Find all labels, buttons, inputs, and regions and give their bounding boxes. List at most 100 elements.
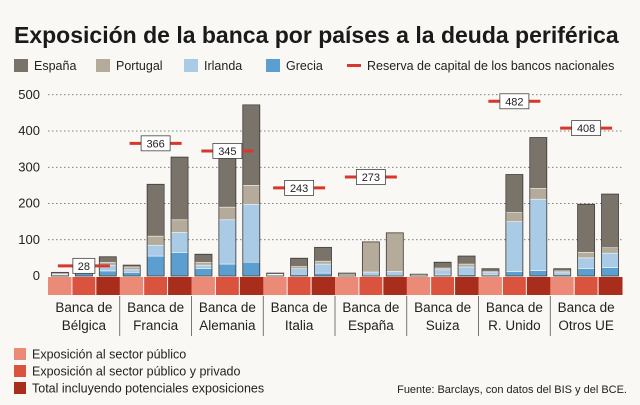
bar-segment-españa [457,255,476,265]
exposure-strip-cell [335,277,360,295]
bar-segment-españa [314,247,332,262]
bar-segment-portugal [386,232,404,272]
bar-segment-portugal [553,270,571,273]
legend-label: Exposición al sector público [32,348,186,362]
exposure-strip-cell [382,277,408,295]
bar-outline [361,241,380,277]
bar-segment-españa [242,104,261,186]
exposure-strip-cell [454,277,479,295]
reserve-label: 243 [290,183,308,195]
exposure-strip-cell [478,277,503,295]
bar-segment-irlanda [314,263,332,274]
bar-outline [242,104,261,277]
bar-segment-irlanda [194,264,213,269]
legend-swatch [14,365,26,377]
bar-segment-portugal [457,263,476,268]
exposure-strip-cell [191,277,216,295]
bar-segment-grecia [218,263,237,277]
exposure-strip-cell [215,277,240,295]
bar-segment-irlanda [242,203,261,263]
exposure-strip-cell [48,277,73,295]
bar-segment-irlanda [577,257,595,269]
exposure-strip-cell [95,277,121,295]
bar-outline [338,272,356,277]
reserve-label: 482 [505,96,523,108]
bar-outline [314,246,332,277]
bar-segment-irlanda [362,271,380,276]
legend-swatch [266,59,280,72]
exposure-strip-cell [574,277,599,295]
chart-title: Exposición de la banca por países a la d… [14,22,619,48]
category-label: Banca de [55,300,112,315]
exposure-strip-cell [598,277,623,295]
legend-label: España [34,59,76,73]
reserve-label: 408 [577,123,595,135]
bar-segment-grecia [529,270,548,277]
category-label: Francia [133,318,179,333]
source-note: Fuente: Barclays, con datos del BIS y de… [397,384,627,396]
bar-segment-grecia [577,268,595,277]
bar-segment-portugal [146,235,165,246]
exposure-strip-cell [430,277,456,295]
bar-outline [553,268,572,277]
bar-segment-españa [146,184,165,237]
bar-outline [266,272,285,277]
reserve-label-box [499,93,530,110]
legend-label: Portugal [116,59,163,73]
bar-outline [409,273,428,277]
bar-segment-irlanda [481,272,500,276]
bar-segment-españa [481,268,500,272]
exposure-strip-cell [239,277,264,295]
reserve-markers: 28 366 345 243 273 482 408 [57,93,613,274]
reserve-label-box [212,143,243,159]
bar-segment-irlanda [122,269,141,273]
legend-swatch [14,348,26,360]
bar-segment-portugal [577,252,595,259]
reserve-label: 273 [362,172,380,184]
bar-outline [457,255,476,277]
bar-segment-portugal [433,267,452,271]
exposure-strip-cell [502,277,527,295]
reserve-label: 345 [218,146,236,158]
y-tick-label: 500 [18,87,40,102]
category-label: Banca de [486,300,543,315]
exposure-strip-cell [167,277,192,295]
bar-segment-irlanda [457,266,476,275]
bar-segment-españa [433,261,452,269]
exposure-strip-cell [311,277,336,295]
bar-segment-irlanda [601,252,619,268]
bar-segment-irlanda [505,221,524,272]
exposure-strip-cell [263,277,288,295]
reserve-label-box [140,135,171,152]
bar-outline [290,257,309,277]
bar-segment-grecia [505,271,524,277]
reserve-label-box [571,120,602,136]
legend-label: Exposición al sector público y privado [32,365,240,379]
bar-outline [529,137,548,277]
bar-segment-grecia [99,270,117,277]
bar-segment-españa [218,157,237,208]
bar-outline [170,156,189,277]
bar-segment-españa [529,137,548,189]
bar-outline [601,193,619,277]
category-label: Banca de [199,300,256,315]
reserve-label: 28 [78,261,90,273]
bar-outline [122,264,141,277]
legend-swatch [96,59,110,72]
exposure-strip-cell [358,277,384,295]
bar-segment-portugal [170,219,189,233]
category-label: Banca de [558,300,615,315]
axis-labels: 0 100 200 300 400 500 Banca de Bélgica Banca de F… [18,87,615,336]
y-tick-label: 100 [18,232,40,247]
bar-segment-irlanda [218,219,237,265]
bar-segment-grecia [601,267,619,277]
legend-label: Grecia [286,59,323,73]
reserve-label-box [284,180,315,196]
bar-segment-grecia [170,252,189,277]
bar-outline [433,261,452,277]
y-tick-label: 300 [18,159,40,174]
category-label: Banca de [342,300,399,315]
bar-segment-irlanda [529,198,548,271]
bar-segment-portugal [290,266,308,270]
